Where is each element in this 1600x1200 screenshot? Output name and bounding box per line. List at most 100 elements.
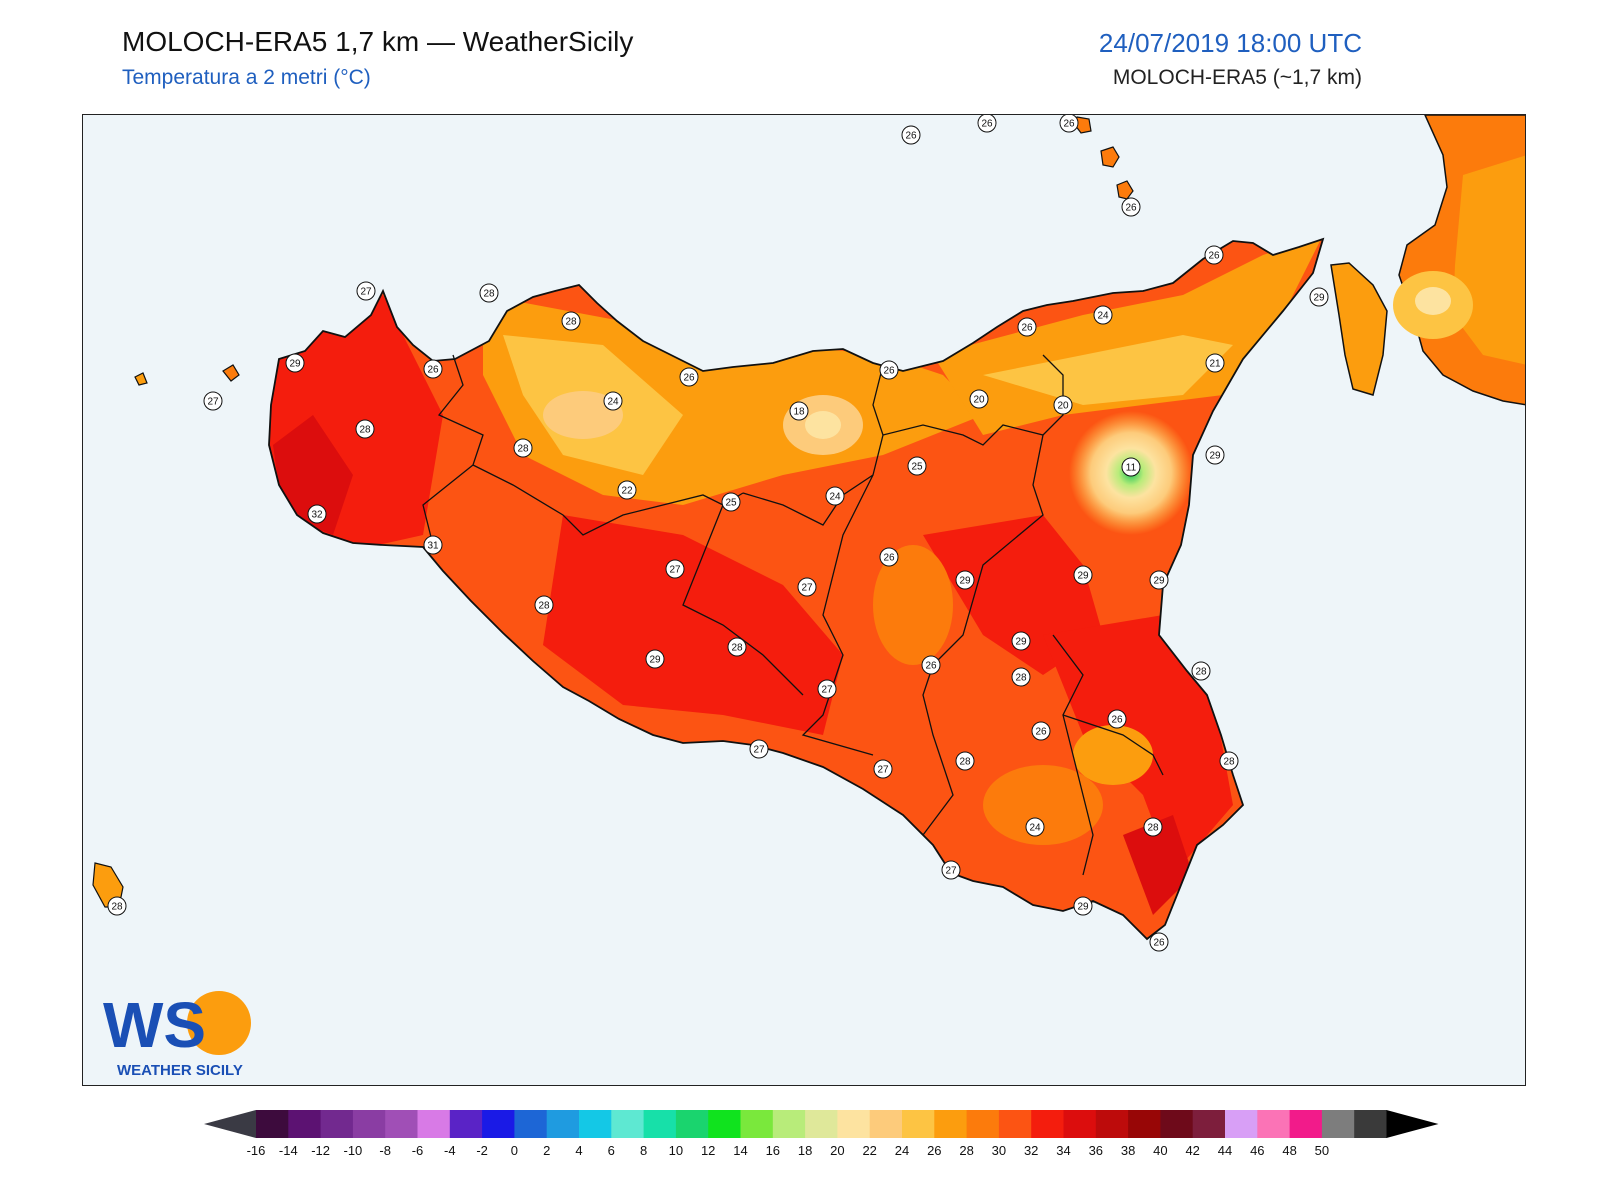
station-marker <box>355 419 375 439</box>
boundary-enna-catania <box>932 434 1044 666</box>
station-marker <box>423 359 443 379</box>
field-west-hot <box>269 295 443 555</box>
station-value: 26 <box>883 553 895 564</box>
station-marker <box>1309 287 1329 307</box>
field-central-south-hot <box>543 515 843 735</box>
logo-sun <box>187 991 251 1055</box>
colorbar-tick-label: 28 <box>959 1143 973 1158</box>
colorbar-swatch <box>998 1110 1032 1138</box>
station-value: 20 <box>1057 401 1069 412</box>
station-marker <box>356 281 376 301</box>
station-marker <box>1204 245 1224 265</box>
station-value: 28 <box>359 425 371 436</box>
colorbar-swatch <box>837 1110 871 1138</box>
station-value: 26 <box>427 365 439 376</box>
station-marker <box>665 559 685 579</box>
station-marker <box>107 896 127 916</box>
station-marker <box>901 125 921 145</box>
colorbar-tick-label: -8 <box>379 1143 391 1158</box>
station-value: 29 <box>1077 902 1089 913</box>
station-marker <box>1205 353 1225 373</box>
station-marker <box>617 480 637 500</box>
boundary-ragusa-catania <box>922 664 954 836</box>
boundary-enna-messina <box>882 354 1064 446</box>
colorbar-swatch <box>902 1110 935 1138</box>
colorbar-tick-label: 8 <box>640 1143 647 1158</box>
colorbar-tick-label: -2 <box>476 1143 488 1158</box>
colorbar-swatch <box>740 1110 774 1138</box>
calabria-peak-zone <box>1415 287 1451 315</box>
station-value: 27 <box>945 866 957 877</box>
colorbar-tick-label: 16 <box>766 1143 780 1158</box>
station-value: 28 <box>565 317 577 328</box>
logo-letters: WS <box>103 989 206 1061</box>
station-marker <box>797 577 817 597</box>
colorbar-swatch <box>352 1110 386 1138</box>
colorbar-swatch <box>708 1110 741 1138</box>
station-value: 27 <box>821 685 833 696</box>
station-value: 28 <box>1015 673 1027 684</box>
station-value: 29 <box>1209 451 1221 462</box>
weather-sicily-logo: WS WEATHER SICILY <box>95 985 255 1080</box>
colorbar-swatch <box>1289 1110 1323 1138</box>
colorbar-tick-label: -4 <box>444 1143 456 1158</box>
station-marker <box>977 115 997 133</box>
island-levanzo <box>222 364 240 382</box>
colorbar-tick-label: 36 <box>1089 1143 1103 1158</box>
colorbar-swatch <box>1321 1110 1355 1138</box>
station-value: 27 <box>753 745 765 756</box>
station-marker <box>879 360 899 380</box>
station-value: 27 <box>207 397 219 408</box>
colorbar-swatch <box>1095 1110 1129 1138</box>
station-marker <box>1059 115 1079 133</box>
station-marker <box>423 535 443 555</box>
colorbar-swatch <box>934 1110 968 1138</box>
station-marker <box>285 353 305 373</box>
map-title: MOLOCH-ERA5 1,7 km — WeatherSicily <box>122 26 634 57</box>
field-iblei-warm <box>983 765 1103 845</box>
station-value: 26 <box>925 661 937 672</box>
colorbar-swatch <box>288 1110 322 1138</box>
station-marker <box>955 751 975 771</box>
colorbar-tick-label: 6 <box>608 1143 615 1158</box>
field-iblei-mild <box>1073 725 1153 785</box>
temperature-map[interactable]: 26 26 26 26 26 29 24 26 21 27 28 28 26 27 29 26 26 24 18 20… <box>83 115 1526 1086</box>
colorbar-tick-label: 44 <box>1218 1143 1232 1158</box>
station-value: 26 <box>981 119 993 130</box>
station-markers: 26 26 26 26 26 29 24 26 21 27 28 28 26 27 29 26 26 24 18 20… <box>107 115 1329 952</box>
colorbar-swatch <box>385 1110 418 1138</box>
station-marker <box>727 637 747 657</box>
island-marettimo <box>134 372 148 386</box>
station-value: 26 <box>683 373 695 384</box>
colorbar-swatch <box>805 1110 838 1138</box>
station-value: 28 <box>1195 667 1207 678</box>
station-value: 29 <box>289 359 301 370</box>
map-panel[interactable]: 26 26 26 26 26 29 24 26 21 27 28 28 26 27 29 26 26 24 18 20… <box>82 114 1526 1086</box>
station-value: 24 <box>607 397 619 408</box>
boundary-trapani-palermo <box>422 354 484 546</box>
station-value: 31 <box>427 541 439 552</box>
colorbar-tick-label: 14 <box>733 1143 747 1158</box>
colorbar-swatch <box>643 1110 677 1138</box>
station-marker <box>561 311 581 331</box>
station-value: 26 <box>1035 727 1047 738</box>
station-marker <box>1121 457 1141 477</box>
colorbar-swatch <box>417 1110 451 1138</box>
map-subtitle: Temperatura a 2 metri (°C) <box>122 66 371 89</box>
station-marker <box>534 595 554 615</box>
station-value: 28 <box>538 601 550 612</box>
field-nebrodi-mild <box>983 335 1233 405</box>
colorbar-tick-label: 26 <box>927 1143 941 1158</box>
colorbar-swatch <box>546 1110 580 1138</box>
logo-text: WEATHER SICILY <box>117 1062 243 1079</box>
station-value: 28 <box>1147 823 1159 834</box>
colorbar-swatch <box>482 1110 515 1138</box>
station-marker <box>679 367 699 387</box>
colorbar-swatch <box>1031 1110 1064 1138</box>
station-marker <box>645 649 665 669</box>
colorbar-tick-labels: -16 -14 -12 -10 -8 -6 -4 -2 0 2 4 6 8 10 12 14 16 18 20 22 2… <box>247 1143 1330 1158</box>
field-north-cool-patch <box>543 391 623 439</box>
boundary-siracusa-catania <box>1062 714 1164 776</box>
field-pachino-hottest <box>1123 815 1193 915</box>
colorbar-swatch <box>1192 1110 1226 1138</box>
